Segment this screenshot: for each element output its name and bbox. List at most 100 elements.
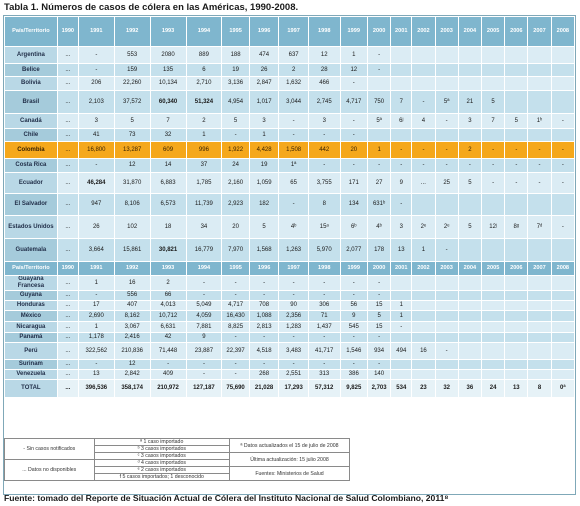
table-cell: 135 [149,63,187,77]
table-cell: 27 [366,172,392,194]
table-cell: 1ʰ [527,113,552,129]
table-cell: 396,536 [77,379,115,398]
table-row: Brasil... 2,103 37,572 60,340 51,324 4,954 1,0… [4,90,576,114]
table-cell: 16 [411,342,436,360]
table-cell: ... [56,238,79,262]
table-cell: 1,437 [307,321,341,333]
table-cell: 46,284 [77,172,115,194]
table-cell: - [278,275,309,291]
table-cell: - [77,290,115,301]
table-cell [457,359,482,370]
table-cell: 268 [248,369,280,380]
table-cell: - [550,172,576,194]
table-cell [411,128,436,142]
header-year: 1994 [185,261,223,276]
table-cell: 1,508 [278,141,309,159]
table-cell: 4,717 [339,90,369,114]
table-cell: 23,887 [185,342,223,360]
table-cell: - [504,172,529,194]
table-cell: 19 [248,158,280,173]
table-cell [411,46,436,64]
table-cell [434,321,459,333]
table-cell: 3 [77,113,115,129]
country-name: Guatemala [4,238,58,262]
header-year: 1995 [221,261,250,276]
header-year: 1995 [221,16,250,47]
table-cell [550,342,576,360]
table-cell: 22,260 [113,76,151,91]
table-cell: 5 [457,215,482,239]
table-cell: 22,397 [221,342,250,360]
table-cell: - [248,359,280,370]
table-cell [434,332,459,343]
table-cell: - [307,332,341,343]
legend-import-3: ᶜ 3 casos importados [93,452,231,460]
header-year: 2007 [527,16,552,47]
table-cell: 13 [504,379,529,398]
table-cell: 13 [390,238,413,262]
table-cell: ... [56,310,79,322]
table-cell [390,290,413,301]
table-cell [411,76,436,91]
table-cell: - [339,158,369,173]
table-cell: 5ª [366,113,392,129]
table-cell: 4,518 [248,342,280,360]
table-cell: 4,428 [248,141,280,159]
table-row: El Salvador... 947 8,106 6,573 11,739 2,923 18… [4,193,576,216]
table-cell: ... [56,359,79,370]
table-cell: 3 [457,113,482,129]
table-cell: 75,690 [221,379,250,398]
table-cell: 1,785 [185,172,223,194]
table-cell: 65 [278,172,309,194]
country-name: Guyana [4,290,58,301]
table-cell [527,290,552,301]
table-cell: 8 [527,379,552,398]
table-cell: - [307,128,341,142]
table-cell: 24 [480,379,506,398]
table-cell: - [366,332,392,343]
header-year: 2000 [366,261,392,276]
table-cell: 6ʲ [390,113,413,129]
table-cell: 313 [307,369,341,380]
table-cell: 442 [307,141,341,159]
table-cell: 178 [366,238,392,262]
table-cell: 26 [77,215,115,239]
table-cell: 494 [390,342,413,360]
table-cell [550,63,576,77]
legend-sin-casos: - Sin casos notificados [4,438,95,460]
table-cell [504,342,529,360]
table-cell: 30,821 [149,238,187,262]
header-year: 2004 [457,16,482,47]
table-cell [550,290,576,301]
table-cell: - [339,332,369,343]
header-year: 1991 [77,16,115,47]
table-cell [434,300,459,311]
table-cell: 5 [504,113,529,129]
table-cell: 1,017 [248,90,280,114]
table-cell: 37,572 [113,90,151,114]
table-cell: 5ª [434,90,459,114]
table-cell: ... [56,332,79,343]
table-cell [480,290,506,301]
table-row: Colombia... 16,800 13,287 609 996 1,922 4,428 1… [4,141,576,159]
table-cell: ... [56,76,79,91]
table-cell: - [550,158,576,173]
country-name: Surinam [4,359,58,370]
table-cell: 358,174 [113,379,151,398]
header-year: 2006 [504,16,529,47]
table-cell: - [366,290,392,301]
table-cell: ... [56,172,79,194]
country-name: TOTAL [4,379,58,398]
table-cell [480,76,506,91]
table-cell: - [77,46,115,64]
table-cell: - [366,275,392,291]
table-cell: - [434,113,459,129]
legend-import-1: ª 1 caso importado [93,438,231,446]
table-cell: 210,836 [113,342,151,360]
table-cell: 2 [149,275,187,291]
table-cell: 127,187 [185,379,223,398]
table-cell [504,90,529,114]
table-cell [527,359,552,370]
table-cell: 3,664 [77,238,115,262]
table-cell: - [307,275,341,291]
